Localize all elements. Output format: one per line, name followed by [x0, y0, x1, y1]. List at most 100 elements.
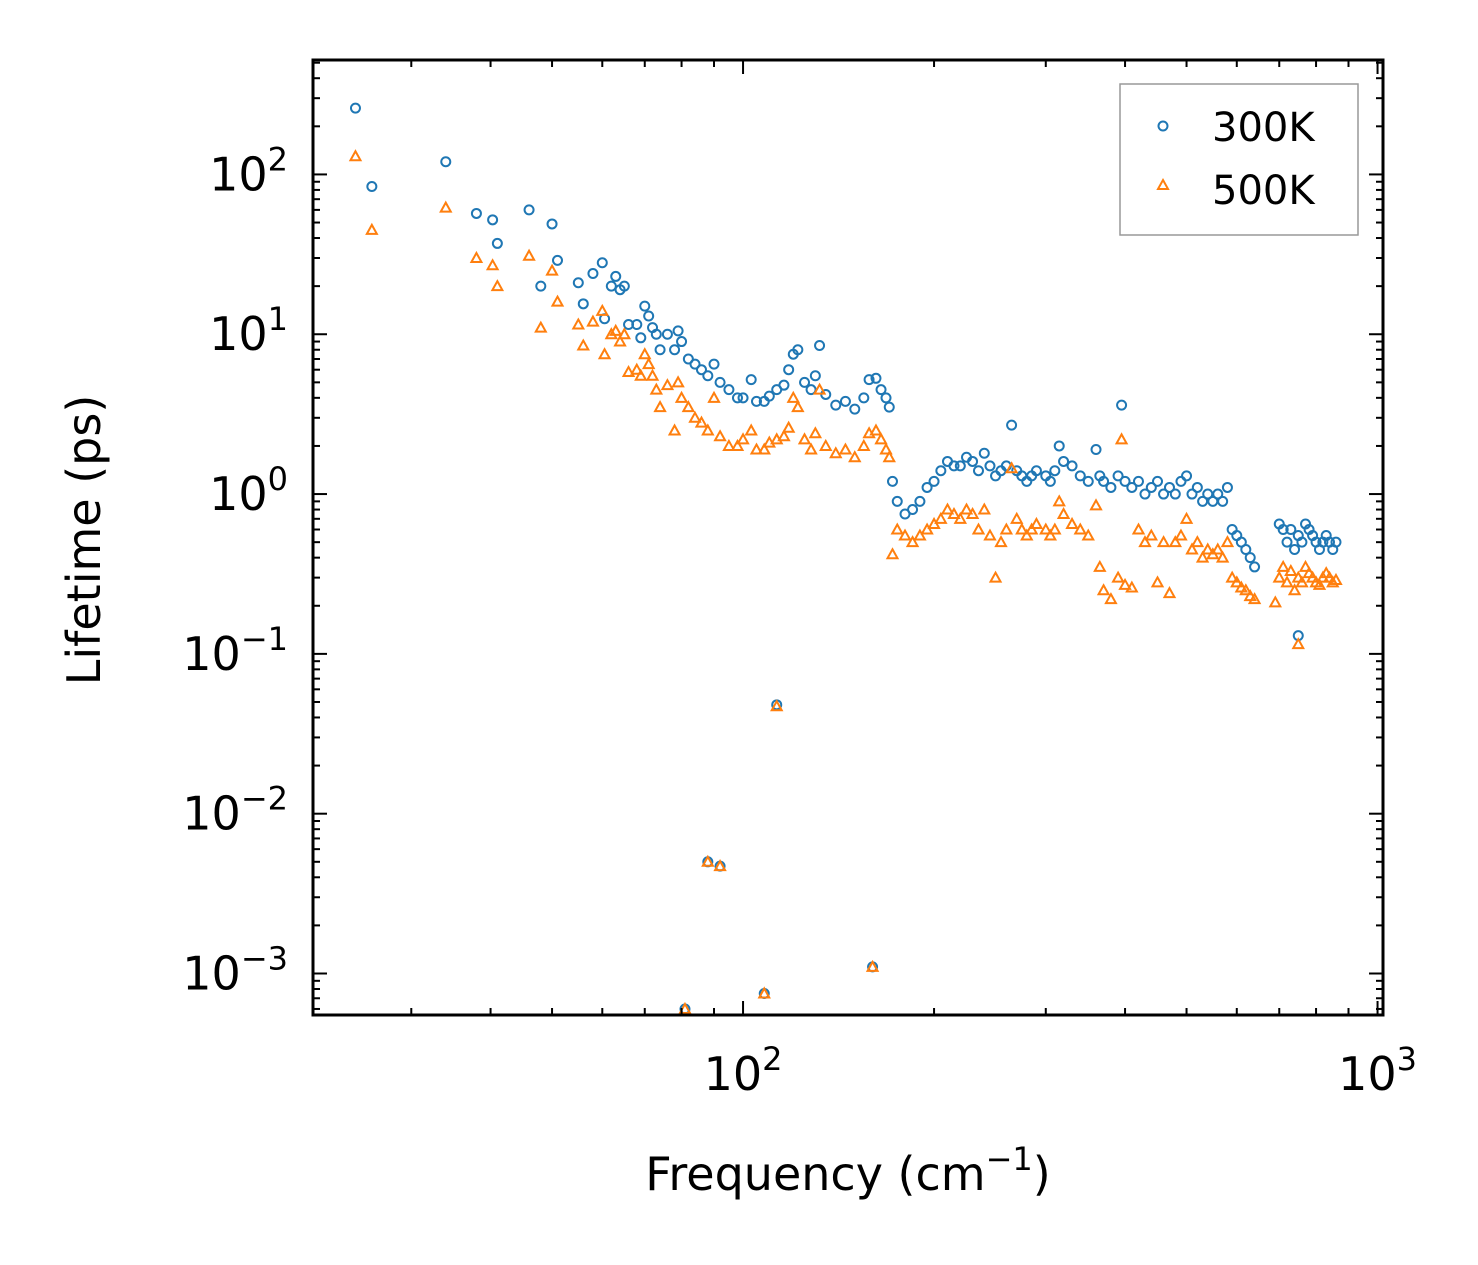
data-point-300k: [650, 328, 662, 340]
data-point-500k: [1111, 570, 1125, 583]
data-point-300k: [1158, 488, 1170, 500]
data-point-500k: [1268, 595, 1282, 608]
data-point-300k: [737, 392, 749, 404]
data-point-500k: [1118, 577, 1132, 590]
data-point-300k: [631, 319, 643, 331]
data-point-300k: [1163, 481, 1175, 493]
data-point-500k: [1326, 575, 1340, 588]
data-point-300k: [921, 481, 933, 493]
data-point-300k: [907, 504, 919, 516]
data-point-500k: [1125, 580, 1139, 593]
data-point-300k: [1082, 475, 1094, 487]
data-point-500k: [781, 420, 796, 433]
data-point-500k: [999, 522, 1014, 535]
data-point-500k: [749, 442, 764, 455]
data-point-500k: [940, 502, 955, 515]
y-tick-label: 101: [209, 300, 288, 361]
data-point-300k: [523, 204, 535, 216]
data-point-500k: [1114, 432, 1129, 445]
data-point-500k: [730, 438, 745, 451]
data-point-500k: [1239, 583, 1253, 596]
data-point-300k: [676, 336, 688, 348]
data-point-500k: [638, 347, 652, 360]
data-point-300k: [695, 364, 707, 376]
data-point-500k: [1190, 535, 1205, 548]
y-tick-labels: 10−3 10−2 10−1 100 101 102: [182, 140, 288, 1000]
data-point-500k: [786, 390, 800, 403]
data-point-300k: [1197, 495, 1209, 507]
data-point-500k: [1096, 583, 1111, 596]
data-point-300k: [875, 384, 887, 396]
data-point-500k: [674, 390, 689, 403]
data-point-500k: [641, 357, 656, 370]
data-point-500k: [1280, 575, 1294, 588]
data-point-300k: [366, 181, 378, 193]
data-point-500k: [534, 320, 548, 333]
data-point-300k: [948, 460, 960, 472]
data-point-500k: [1295, 575, 1309, 588]
data-point-300k: [596, 257, 608, 269]
data-point-500k: [959, 502, 974, 515]
data-point-300k: [978, 447, 990, 459]
data-point-500k: [1150, 575, 1165, 588]
data-point-300k: [1053, 440, 1065, 452]
data-point-300k: [814, 340, 826, 352]
data-point-500k: [1010, 511, 1024, 524]
data-point-500k: [920, 522, 934, 535]
data-point-500k: [1081, 528, 1095, 541]
data-point-500k: [439, 200, 453, 213]
data-point-500k: [865, 959, 880, 972]
data-point-500k: [1138, 535, 1152, 548]
data-point-300k: [689, 358, 701, 370]
data-point-500k: [576, 338, 590, 351]
data-point-500k: [660, 378, 675, 391]
data-point-300k: [731, 392, 743, 404]
data-point-500k: [688, 410, 702, 423]
data-point-500k: [1185, 542, 1199, 555]
data-point-300k: [935, 465, 947, 477]
data-point-300k: [954, 460, 966, 472]
y-tick-label: 10−2: [182, 780, 288, 841]
data-point-300k: [643, 310, 655, 322]
data-point-500k: [348, 149, 363, 162]
data-point-300k: [1139, 488, 1151, 500]
data-point-500k: [882, 450, 896, 463]
data-point-300k: [440, 156, 452, 168]
data-point-500k: [848, 450, 862, 463]
data-point-300k: [1066, 460, 1078, 472]
data-point-500k: [667, 423, 682, 436]
data-point-300k: [1030, 465, 1042, 477]
data-point-300k: [470, 207, 482, 219]
data-point-500k: [857, 438, 871, 451]
legend-box: [1119, 83, 1359, 236]
data-point-500k: [1201, 542, 1215, 555]
data-point-300k: [914, 495, 926, 507]
data-point-500k: [1168, 535, 1182, 548]
data-point-300k: [1249, 561, 1261, 573]
data-point-300k: [1289, 543, 1301, 555]
data-point-500k: [649, 382, 664, 395]
data-point-500k: [890, 522, 904, 535]
data-point-300k: [1145, 481, 1157, 493]
data-point-300k: [572, 277, 584, 289]
data-point-300k: [1126, 481, 1138, 493]
data-point-300k: [863, 374, 875, 386]
data-point-500k: [1230, 575, 1244, 588]
data-point-300k: [1049, 465, 1061, 477]
data-point-500k: [1312, 577, 1327, 590]
data-point-500k: [645, 368, 660, 381]
data-point-500k: [804, 442, 818, 455]
data-point-300k: [778, 379, 790, 391]
data-point-500k: [1024, 522, 1039, 535]
data-point-300k: [1240, 543, 1252, 555]
data-point-500k: [1065, 516, 1079, 529]
data-point-300k: [1074, 470, 1086, 482]
data-point-500k: [1298, 559, 1313, 572]
data-point-300k: [1244, 552, 1256, 564]
data-point-500k: [1179, 511, 1194, 524]
data-point-300k: [1296, 536, 1308, 548]
data-point-300k: [1191, 481, 1203, 493]
data-point-500k: [1247, 592, 1262, 605]
data-point-500k: [797, 432, 812, 445]
data-point-500k: [545, 263, 559, 276]
